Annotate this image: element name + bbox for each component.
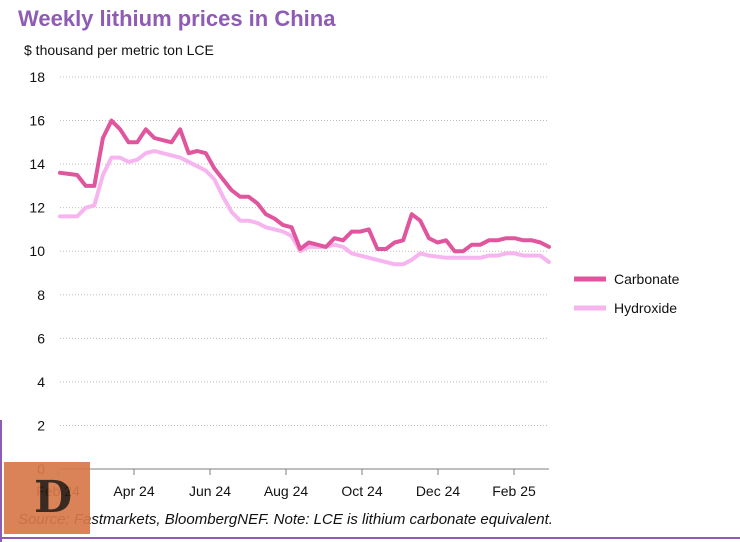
left-accent-rule	[0, 420, 2, 542]
series-line-carbonate	[58, 118, 551, 254]
x-tick-label: Dec 24	[416, 483, 461, 499]
series-line-hydroxide	[58, 149, 551, 267]
logo-badge: D	[4, 462, 90, 534]
series-lines	[58, 118, 551, 267]
chart-title: Weekly lithium prices in China	[18, 6, 336, 31]
gridlines	[57, 76, 549, 475]
bottom-accent-rule	[0, 537, 740, 539]
x-tick-label: Aug 24	[264, 483, 309, 499]
y-tick-label: 14	[29, 156, 45, 172]
logo-letter: D	[34, 472, 73, 523]
y-tick-label: 6	[37, 330, 45, 346]
y-tick-label: 12	[29, 200, 45, 216]
y-axis-label: $ thousand per metric ton LCE	[24, 42, 214, 58]
y-tick-labels: 024681012141618	[29, 69, 45, 477]
source-note: Source: Fastmarkets, BloombergNEF. Note:…	[18, 511, 553, 528]
y-tick-label: 8	[37, 287, 45, 303]
x-tick-label: Jun 24	[189, 483, 231, 499]
legend-label-hydroxide: Hydroxide	[614, 300, 677, 316]
x-tick-label: Apr 24	[113, 483, 154, 499]
y-tick-label: 10	[29, 243, 45, 259]
x-tick-label: Oct 24	[341, 483, 382, 499]
y-tick-label: 2	[37, 417, 45, 433]
x-tick-label: Feb 25	[492, 483, 536, 499]
y-tick-label: 18	[29, 69, 45, 85]
y-tick-label: 16	[29, 113, 45, 129]
y-tick-label: 4	[37, 374, 45, 390]
legend: Carbonate Hydroxide	[574, 271, 680, 316]
legend-label-carbonate: Carbonate	[614, 271, 680, 287]
